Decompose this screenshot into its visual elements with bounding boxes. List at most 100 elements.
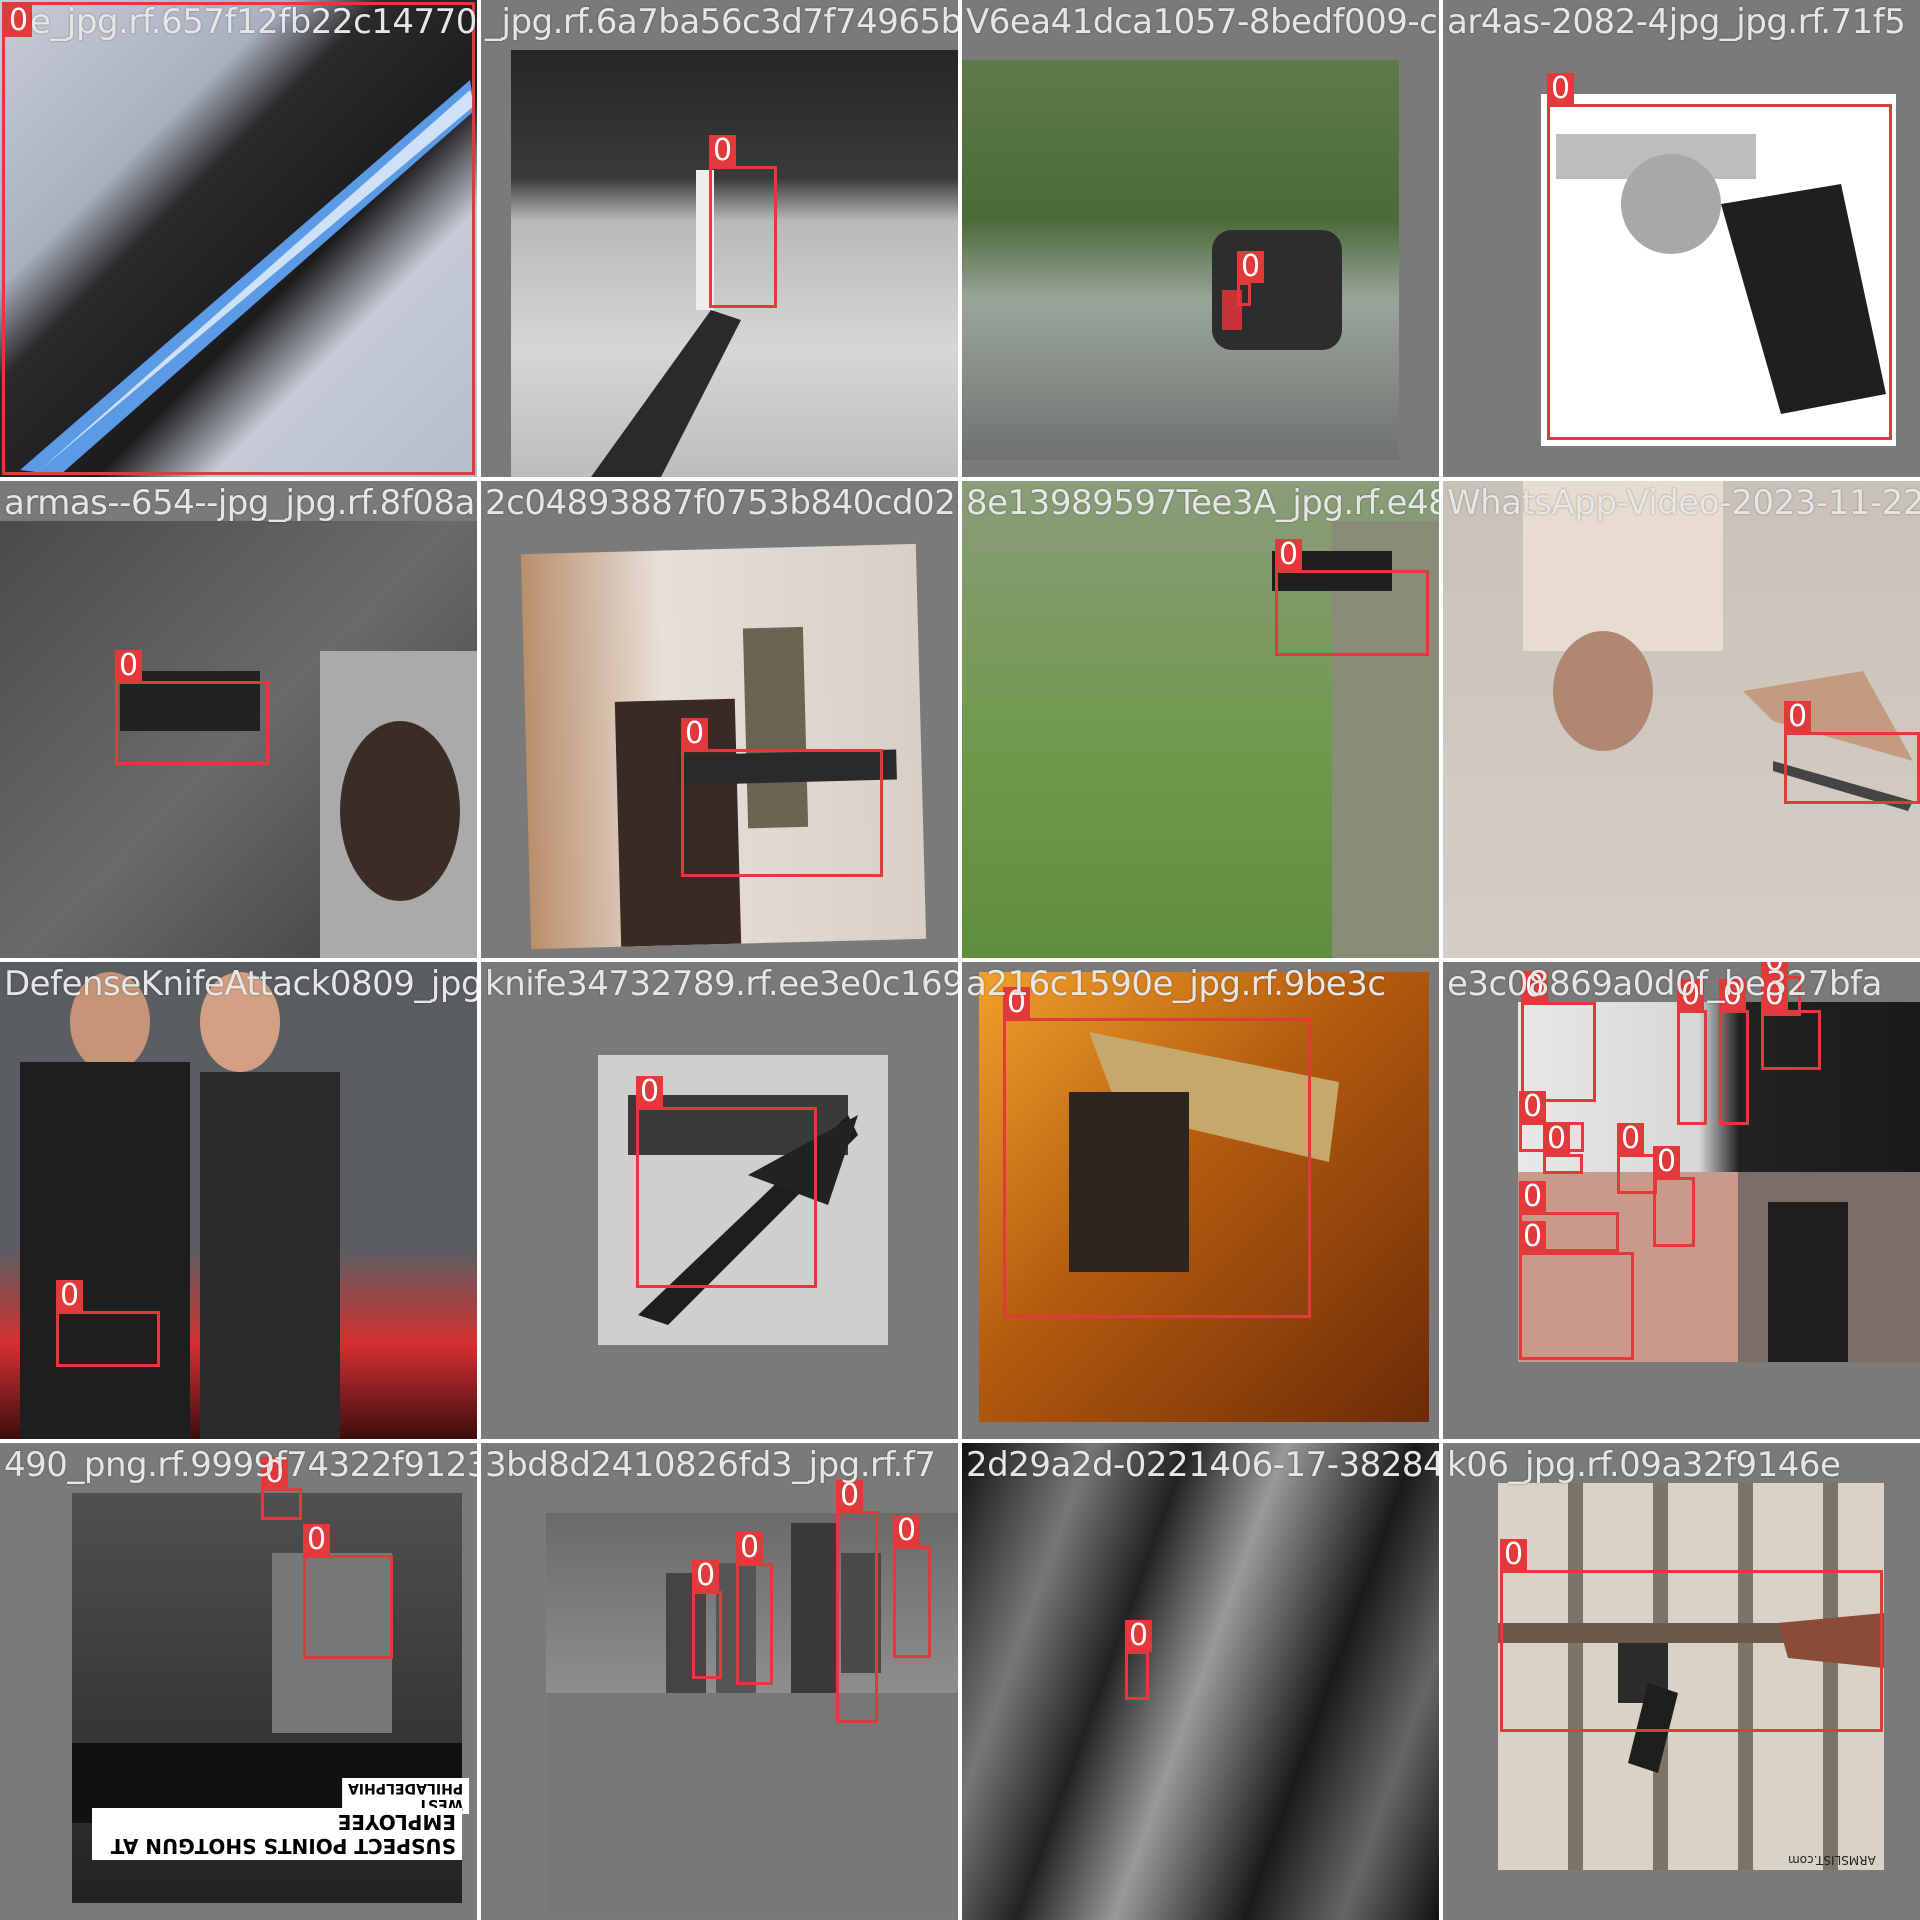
- bbox: 0: [1237, 251, 1265, 306]
- filename-label: e3c08869a0d0f_be327bfa: [1447, 964, 1882, 1004]
- bbox: 0: [1761, 962, 1801, 1016]
- bbox: 0: [1519, 1181, 1619, 1252]
- filename-label: 490_png.rf.9999f74322f91231c080a4126af: [4, 1445, 477, 1485]
- tile-image: [962, 481, 1439, 958]
- rifle-shape: [1498, 1613, 1884, 1773]
- fighters-shape: [20, 972, 340, 1439]
- bbox: 0: [1543, 1123, 1583, 1174]
- class-label: 0: [303, 1524, 331, 1556]
- tile-image: [511, 50, 958, 477]
- class-label: 0: [1519, 1221, 1547, 1253]
- tile-hand-knife: 0 _jpg.rf.6a7ba56c3d7f74965b: [481, 0, 958, 477]
- soldier-shape: [614, 626, 897, 947]
- filename-label: e_jpg.rf.657f12fb22c14770a56c3d7f74965bb…: [30, 2, 477, 42]
- tile-pistol-case: 0 a216c1590e_jpg.rf.9be3c: [962, 962, 1439, 1439]
- filename-label: WhatsApp-Video-2023-11-22: [1447, 483, 1920, 523]
- bbox: 0: [1500, 1539, 1883, 1732]
- bbox: 0: [1719, 979, 1749, 1125]
- bbox: 0: [893, 1515, 931, 1658]
- tile-soldiers-rifle: 0 2c04893887f0753b840cd026e: [481, 481, 958, 958]
- collage-shape: [1518, 1172, 1920, 1362]
- watermark: ARMSLIST.com: [1788, 1853, 1876, 1867]
- bbox: 0: [1519, 1221, 1634, 1360]
- tile-image: [1541, 94, 1896, 446]
- filename-label: V6ea41dca1057-8bedf009-c9a: [966, 2, 1439, 42]
- class-label: 0: [1519, 1181, 1547, 1213]
- face-shape: [120, 651, 477, 958]
- tile-image: [0, 962, 477, 1439]
- tile-knife-person: 0 WhatsApp-Video-2023-11-22: [1443, 481, 1920, 958]
- class-label: 0: [1125, 1620, 1153, 1652]
- bbox: 0: [736, 1532, 773, 1685]
- filename-label: 2c04893887f0753b840cd026e: [485, 483, 958, 523]
- bbox: 0: [303, 1524, 393, 1659]
- class-label: 0: [692, 1560, 720, 1592]
- filename-label: 2d29a2d-0221406-17-382843-1: [966, 1445, 1439, 1485]
- tile-image: [1443, 481, 1920, 958]
- tile-image: [0, 521, 477, 958]
- class-label: 0: [681, 718, 709, 750]
- class-label: 0: [736, 1532, 764, 1564]
- class-label: 0: [709, 135, 737, 167]
- tile-knife-defense: 0 DefenseKnifeAttack0809_jpg.rf.ef347327…: [0, 962, 477, 1439]
- filename-label: armas--654--jpg_jpg.rf.8f08a2c04893887f0…: [4, 483, 477, 523]
- tile-image: WEST PHILADELPHIA SUSPECT POINTS SHOTGUN…: [72, 1493, 470, 1903]
- bbox: 0: [1003, 987, 1311, 1318]
- news-caption-main: SUSPECT POINTS SHOTGUN AT EMPLOYEE: [92, 1808, 462, 1860]
- car-shape: [1212, 230, 1342, 350]
- class-label: 0: [1519, 1091, 1547, 1123]
- knife-shape: [20, 80, 475, 475]
- bbox: 0: [636, 1076, 817, 1288]
- bbox: 0: [1125, 1620, 1153, 1700]
- bbox: 0: [1761, 979, 1821, 1070]
- bbox: 0: [261, 1457, 302, 1520]
- class-label: 0: [56, 1280, 84, 1312]
- bbox: 0: [692, 1560, 722, 1679]
- bbox: 0: [1653, 1146, 1695, 1247]
- tile-blurred-scene: 0 2d29a2d-0221406-17-382843-1: [962, 1443, 1439, 1920]
- bbox: 0: [1275, 539, 1429, 656]
- bbox: 0: [1547, 73, 1892, 440]
- class-label: 0: [1547, 73, 1575, 105]
- bbox: 0: [115, 650, 269, 765]
- filename-label: k06_jpg.rf.09a32f9146e: [1447, 1445, 1841, 1485]
- tile-image: [962, 60, 1399, 460]
- filename-label: a216c1590e_jpg.rf.9be3c: [966, 964, 1386, 1004]
- filename-label: DefenseKnifeAttack0809_jpg.rf.ef34732789: [4, 964, 477, 1004]
- class-label: 0: [1784, 701, 1812, 733]
- tile-ak-planks: ARMSLIST.com 0 k06_jpg.rf.09a32f9146e: [1443, 1443, 1920, 1920]
- tile-collage: 0 0 0 0 0 0 0 0 0 0 0 e3c08869a0d0f_be32…: [1443, 962, 1920, 1439]
- class-label: 0: [1003, 987, 1031, 1019]
- bbox: 0: [836, 1480, 878, 1723]
- filename-label: knife34732789.rf.ee3e0c169ea: [485, 964, 958, 1004]
- class-label: 0: [5, 5, 33, 37]
- bbox: 0: [681, 718, 883, 877]
- class-label: 0: [115, 650, 143, 682]
- class-label: 0: [1653, 1146, 1681, 1178]
- soldier-shape: [1272, 521, 1439, 958]
- bbox: 0: [1677, 979, 1707, 1125]
- tile-news-capture: WEST PHILADELPHIA SUSPECT POINTS SHOTGUN…: [0, 1443, 477, 1920]
- bbox: 0: [1521, 971, 1596, 1102]
- bbox: 0: [709, 135, 777, 308]
- knife-shape: [628, 1095, 858, 1325]
- class-label: 0: [1761, 962, 1789, 977]
- class-label: 0: [636, 1076, 664, 1108]
- tile-image: ARMSLIST.com: [1498, 1483, 1884, 1870]
- tile-street-camera: 0 V6ea41dca1057-8bedf009-c9a: [962, 0, 1439, 477]
- class-label: 0: [1677, 979, 1705, 1011]
- pistol-shape: [1069, 1032, 1339, 1272]
- class-label: 0: [1275, 539, 1303, 571]
- class-label: 0: [1617, 1123, 1645, 1155]
- tile-image: [962, 1443, 1439, 1920]
- bbox: 0: [1784, 701, 1920, 804]
- tile-image: [520, 543, 927, 950]
- class-label: 0: [1521, 971, 1549, 1003]
- filename-label: _jpg.rf.6a7ba56c3d7f74965b: [485, 2, 958, 42]
- bbox: 0: [1617, 1123, 1657, 1194]
- filename-label: ar4as-2082-4jpg_jpg.rf.71f5: [1447, 2, 1906, 42]
- tile-image: [546, 1513, 958, 1913]
- tile-revolver: 0 ar4as-2082-4jpg_jpg.rf.71f5: [1443, 0, 1920, 477]
- class-label: 0: [1500, 1539, 1528, 1571]
